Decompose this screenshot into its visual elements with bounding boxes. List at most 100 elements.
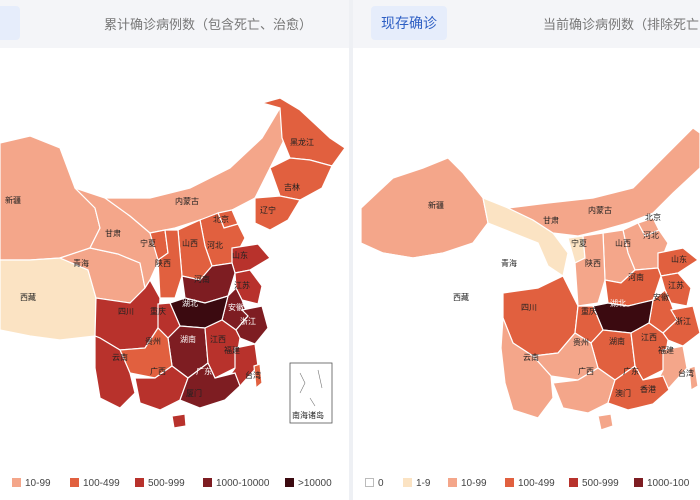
legend-swatch <box>634 478 643 487</box>
label-jiangxi: 江西 <box>641 333 657 342</box>
legend-swatch <box>365 478 374 487</box>
legend-item[interactable]: 1000-10000 <box>203 478 269 489</box>
label-yunnan: 云南 <box>112 352 128 362</box>
label-neimenggu: 内蒙古 <box>175 196 199 206</box>
label-qinghai: 青海 <box>73 258 89 268</box>
label-henan: 河南 <box>628 272 644 282</box>
province-xizang[interactable] <box>377 252 484 337</box>
label-yunnan: 云南 <box>523 352 539 362</box>
province-hainan[interactable] <box>597 413 614 431</box>
label-sichuan: 四川 <box>521 303 537 312</box>
province-zhejiang[interactable] <box>662 305 700 347</box>
label-xizang: 西藏 <box>453 292 469 302</box>
south-china-sea-inset <box>289 362 333 424</box>
province-guangdong[interactable] <box>179 362 241 409</box>
label-xianggang: 香港 <box>640 384 656 394</box>
right-legend: 0 1-9 10-99 100-499 500-999 1000-100 <box>353 478 700 494</box>
label-guangdong: 广东 <box>196 366 212 376</box>
label-guangxi: 广西 <box>578 366 594 376</box>
province-fujian[interactable] <box>656 345 688 389</box>
label-aomen: 澳门 <box>615 388 631 398</box>
label-heilongjiang: 黑龙江 <box>290 137 314 147</box>
province-liaoning[interactable] <box>254 195 301 231</box>
label-anhui: 安徽 <box>653 292 669 302</box>
province-neimenggu[interactable] <box>505 127 700 237</box>
legend-item[interactable]: 1-9 <box>403 478 430 489</box>
legend-swatch <box>12 478 21 487</box>
label-shaanxi: 陕西 <box>155 258 171 268</box>
label-ningxia: 宁夏 <box>140 238 156 248</box>
legend-item[interactable]: 1000-100 <box>634 478 689 489</box>
province-guizhou[interactable] <box>119 327 173 379</box>
left-legend: 10-99 100-499 500-999 1000-10000 >10000 <box>0 478 349 494</box>
label-guizhou: 贵州 <box>573 337 589 347</box>
label-gansu: 甘肃 <box>105 228 121 238</box>
province-taiwan[interactable] <box>688 365 699 391</box>
label-anhui: 安徽 <box>228 302 244 312</box>
legend-item[interactable]: 100-499 <box>70 478 120 489</box>
legend-item[interactable]: 10-99 <box>12 478 51 489</box>
legend-item[interactable]: >10000 <box>285 478 332 489</box>
province-guangdong[interactable] <box>607 365 670 411</box>
left-panel-header: 累计确诊病例数（包含死亡、治愈） <box>0 0 349 48</box>
label-liaoning: 辽宁 <box>260 205 276 215</box>
legend-swatch <box>135 478 144 487</box>
province-guizhou[interactable] <box>531 332 599 381</box>
province-taiwan[interactable] <box>253 363 263 390</box>
label-zhejiang: 浙江 <box>240 316 256 326</box>
label-shandong: 山东 <box>671 254 687 264</box>
label-shanxi: 山西 <box>615 238 631 248</box>
province-yunnan[interactable] <box>94 335 136 409</box>
label-guangdong: 广东 <box>623 366 639 376</box>
cumulative-map-panel: 累计确诊病例数（包含死亡、治愈） <box>0 0 349 500</box>
province-zhejiang[interactable] <box>235 305 269 345</box>
label-shanxi: 山西 <box>182 238 198 248</box>
label-beijing: 北京 <box>213 214 229 224</box>
current-china-map: 新疆 西藏 青海 甘肃 内蒙古 北京 河北 山西 山东 宁夏 陕西 河南 湖北 … <box>360 127 700 431</box>
province-yunnan[interactable] <box>500 317 554 419</box>
label-fujian: 福建 <box>658 345 674 355</box>
province-hainan[interactable] <box>171 413 187 429</box>
legend-swatch <box>70 478 79 487</box>
label-jilin: 吉林 <box>284 182 300 192</box>
province-jilin[interactable] <box>269 157 333 201</box>
legend-item[interactable]: 10-99 <box>448 478 487 489</box>
label-zhejiang: 浙江 <box>675 316 691 326</box>
label-shaanxi: 陕西 <box>585 258 601 268</box>
label-hebei: 河北 <box>643 230 659 240</box>
province-xizang[interactable] <box>0 257 97 341</box>
label-gansu: 甘肃 <box>543 215 559 225</box>
left-map-title: 累计确诊病例数（包含死亡、治愈） <box>104 17 313 32</box>
label-guangxi: 广西 <box>150 366 166 376</box>
legend-item[interactable]: 0 <box>365 478 384 489</box>
label-xinjiang: 新疆 <box>428 200 444 210</box>
label-sichuan: 四川 <box>118 307 134 316</box>
legend-item[interactable]: 500-999 <box>135 478 185 489</box>
province-shaanxi[interactable] <box>157 229 183 299</box>
label-shandong: 山东 <box>232 250 248 260</box>
label-xinjiang: 新疆 <box>5 195 21 205</box>
right-map-title: 当前确诊病例数（排除死亡 <box>543 17 700 32</box>
legend-swatch <box>505 478 514 487</box>
label-fujian: 福建 <box>224 345 240 355</box>
current-map-panel: 现存确诊 当前确诊病例数（排除死亡 <box>353 0 700 500</box>
label-hubei: 湖北 <box>610 299 626 308</box>
label-hebei: 河北 <box>207 240 223 250</box>
current-confirmed-tab[interactable]: 现存确诊 <box>371 6 447 40</box>
province-xinjiang[interactable] <box>360 157 489 259</box>
legend-item[interactable]: 500-999 <box>569 478 619 489</box>
label-jiangsu: 江苏 <box>234 280 250 290</box>
legend-swatch <box>403 478 412 487</box>
label-chongqing: 重庆 <box>581 306 597 316</box>
label-jiangxi: 江西 <box>210 335 226 344</box>
label-inset: 南海诸岛 <box>292 410 324 420</box>
label-xiamen: 厦门 <box>186 388 202 398</box>
label-beijing: 北京 <box>645 212 661 222</box>
cumulative-tab[interactable] <box>0 6 20 40</box>
province-shaanxi[interactable] <box>574 232 606 307</box>
legend-item[interactable]: 100-499 <box>505 478 555 489</box>
label-henan: 河南 <box>194 274 210 284</box>
label-jiangsu: 江苏 <box>668 280 684 290</box>
label-neimenggu: 内蒙古 <box>588 205 612 215</box>
cumulative-china-map: 新疆 西藏 青海 甘肃 内蒙古 黑龙江 吉林 辽宁 北京 河北 山西 山东 宁夏… <box>0 97 346 429</box>
